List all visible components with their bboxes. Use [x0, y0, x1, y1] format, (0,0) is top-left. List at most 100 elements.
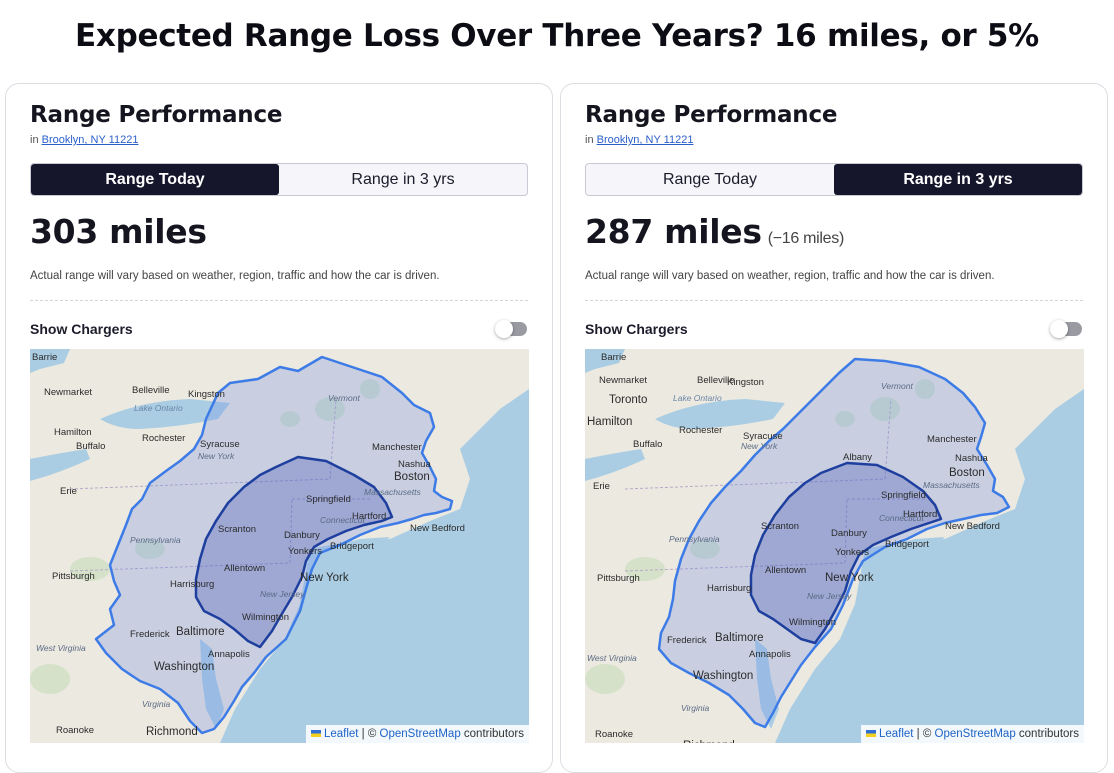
- map-attribution: Leaflet | © OpenStreetMap contributors: [305, 725, 529, 743]
- state-border: [844, 498, 848, 564]
- map-city-label: Newmarket: [599, 375, 647, 386]
- map-region-label: Pennsylvania: [130, 535, 181, 545]
- map-region-label: New Jersey: [260, 589, 305, 599]
- map-city-label: Springfield: [881, 490, 926, 501]
- range-disclaimer: Actual range will vary based on weather,…: [585, 270, 995, 282]
- map-region-label: Lake Ontario: [134, 403, 183, 413]
- location-prefix: in: [30, 134, 39, 146]
- tab-range-3yrs[interactable]: Range in 3 yrs: [834, 164, 1082, 195]
- map-city-label: Albany: [843, 452, 872, 463]
- map-region-label: New York: [198, 451, 235, 461]
- range-toggle: Range Today Range in 3 yrs: [30, 163, 528, 196]
- forest-area: [135, 539, 165, 559]
- map-city-label: New York: [825, 572, 874, 584]
- forest-area: [835, 411, 855, 427]
- card-title: Range Performance: [30, 102, 283, 128]
- map-city-label: Boston: [394, 471, 430, 483]
- map-city-label: Bridgeport: [330, 541, 374, 552]
- map-attribution: Leaflet | © OpenStreetMap contributors: [860, 725, 1084, 743]
- lake-simcoe: [585, 349, 625, 373]
- range-card-3yrs: Range Performance in Brooklyn, NY 11221 …: [560, 83, 1108, 773]
- show-chargers-toggle[interactable]: [495, 320, 527, 338]
- map-city-label: Allentown: [765, 565, 806, 576]
- range-miles: 287 miles: [585, 212, 762, 251]
- forest-area: [315, 397, 345, 421]
- map-canvas[interactable]: Lake Ontario Vermont New York Massachusetts…: [585, 349, 1084, 743]
- osm-link[interactable]: OpenStreetMap: [379, 728, 461, 740]
- map-region-label: Massachusetts: [364, 487, 421, 497]
- range-toggle: Range Today Range in 3 yrs: [585, 163, 1083, 196]
- location-link[interactable]: Brooklyn, NY 11221: [41, 134, 139, 146]
- map-city-label: New York: [300, 572, 349, 584]
- map-city-label: Syracuse: [200, 439, 240, 450]
- state-border: [624, 562, 846, 572]
- map-region-label: Virginia: [142, 699, 170, 709]
- map-city-label: Annapolis: [208, 649, 250, 660]
- forest-area: [70, 557, 110, 581]
- map-city-label: Rochester: [142, 433, 185, 444]
- forest-area: [870, 397, 900, 421]
- forest-area: [625, 557, 665, 581]
- long-island-sound: [310, 537, 390, 555]
- location-prefix: in: [585, 134, 594, 146]
- map-city-label: Buffalo: [633, 439, 662, 450]
- map-city-label: Pittsburgh: [597, 573, 640, 584]
- location-line: in Brooklyn, NY 11221: [30, 134, 138, 146]
- map-region-label: Connecticut: [879, 513, 925, 523]
- attribution-separator: | ©: [913, 728, 935, 740]
- toggle-knob: [495, 320, 513, 338]
- map-city-label: Syracuse: [743, 431, 783, 442]
- map-city-label: Harrisburg: [707, 583, 751, 594]
- state-border: [624, 478, 886, 490]
- attribution-suffix: contributors: [460, 728, 524, 740]
- lake-erie: [30, 449, 90, 481]
- map-region-label: Vermont: [881, 381, 913, 391]
- tab-range-today[interactable]: Range Today: [663, 170, 757, 188]
- show-chargers-label: Show Chargers: [585, 321, 688, 337]
- leaflet-link[interactable]: Leaflet: [878, 728, 914, 740]
- state-border: [69, 478, 331, 490]
- range-map[interactable]: Lake Ontario Vermont New York Massachusetts…: [585, 349, 1084, 743]
- location-link[interactable]: Brooklyn, NY 11221: [596, 134, 694, 146]
- forest-area: [915, 379, 935, 399]
- toggle-knob: [1050, 320, 1068, 338]
- tab-range-today[interactable]: Range Today: [31, 164, 279, 195]
- map-city-label: Hamilton: [54, 427, 92, 438]
- lake-ontario: [100, 399, 230, 429]
- map-region-label: New York: [741, 441, 778, 451]
- show-chargers-toggle[interactable]: [1050, 320, 1082, 338]
- map-city-label: Hartford: [903, 509, 937, 520]
- map-city-label: Danbury: [284, 530, 320, 541]
- forest-area: [360, 379, 380, 399]
- map-region-label: Massachusetts: [923, 480, 980, 490]
- tab-range-3yrs[interactable]: Range in 3 yrs: [351, 170, 455, 188]
- card-title: Range Performance: [585, 102, 838, 128]
- map-city-label: Erie: [593, 481, 610, 492]
- map-city-label: Manchester: [372, 442, 422, 453]
- map-region-label: Pennsylvania: [669, 534, 720, 544]
- forest-area: [280, 411, 300, 427]
- map-city-label: Washington: [154, 661, 214, 673]
- long-island-sound: [865, 537, 945, 555]
- range-inner-polygon: [749, 461, 943, 645]
- range-map[interactable]: Lake Ontario Vermont New York Massachusetts…: [30, 349, 529, 743]
- forest-area: [690, 539, 720, 559]
- map-city-label: Yonkers: [835, 547, 869, 558]
- map-city-label: Boston: [949, 467, 985, 479]
- osm-link[interactable]: OpenStreetMap: [934, 728, 1016, 740]
- leaflet-link[interactable]: Leaflet: [323, 728, 359, 740]
- forest-area: [585, 664, 625, 694]
- ukraine-flag-icon: [865, 730, 876, 738]
- map-city-label: Annapolis: [749, 649, 791, 660]
- map-city-label: Scranton: [218, 524, 256, 535]
- map-city-label: Washington: [693, 670, 753, 682]
- map-city-label: New Bedford: [945, 521, 1000, 532]
- map-city-label: Kingston: [727, 377, 764, 388]
- map-canvas[interactable]: Lake Ontario Vermont New York Massachusetts…: [30, 349, 529, 743]
- map-city-label: Richmond: [146, 726, 198, 738]
- lake-ontario: [655, 399, 785, 429]
- range-value: 287 miles (−16 miles): [585, 212, 844, 251]
- map-city-label: Bridgeport: [885, 539, 929, 550]
- map-city-label: Scranton: [761, 521, 799, 532]
- lake-erie: [585, 449, 645, 481]
